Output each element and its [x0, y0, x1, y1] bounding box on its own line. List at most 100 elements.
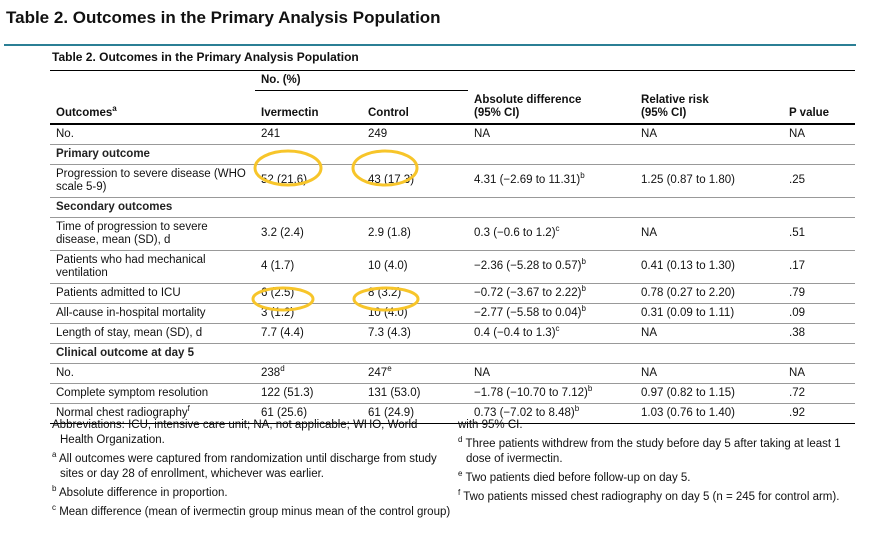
- cell-text: 4.31 (−2.69 to 11.31): [474, 174, 581, 186]
- cell-text: 61 (25.6): [261, 406, 308, 419]
- cell-text: 241: [261, 127, 281, 140]
- footnote: b Absolute difference in proportion.: [52, 484, 452, 501]
- footnote-text: Abbreviations: ICU, intensive care unit;…: [52, 419, 418, 446]
- footnote-text: All outcomes were captured from randomiz…: [59, 453, 437, 480]
- cell-text: 1.03 (0.76 to 1.40): [641, 406, 735, 419]
- header-row: Outcomesa Ivermectin Control Absolute diffe…: [50, 91, 856, 124]
- cell: NA: [635, 363, 783, 383]
- footnote: Abbreviations: ICU, intensive care unit;…: [52, 418, 452, 448]
- cell-text: 122 (51.3): [261, 386, 314, 399]
- cell-text: 4 (1.7): [261, 260, 295, 272]
- cell-text: 0.41 (0.13 to 1.30): [641, 260, 735, 272]
- footnote-marker: e: [458, 469, 463, 479]
- table-row: Patients admitted to ICU 6 (2.5) 8 (3.2) −0…: [50, 283, 856, 303]
- cell-text: 10 (4.0): [368, 306, 408, 319]
- cell: 131 (53.0): [362, 383, 468, 403]
- table-row: Normal chest radiographyf 61 (25.6) 61 (24…: [50, 403, 856, 423]
- cell: .51: [783, 217, 855, 250]
- section-row: Clinical outcome at day 5: [50, 343, 856, 363]
- footnote-text: Two patients missed chest radiography on…: [463, 491, 840, 503]
- cell-text: 0.78 (0.27 to 2.20): [641, 286, 735, 299]
- footnote: e Two patients died before follow-up on …: [458, 469, 858, 486]
- cell: 238d: [255, 363, 362, 383]
- cell: 8 (3.2): [362, 283, 468, 303]
- cell: −1.78 (−10.70 to 7.12)b: [468, 383, 635, 403]
- footnote-marker: a: [112, 103, 117, 113]
- cell-text: Control: [368, 106, 409, 119]
- cell: No.: [50, 363, 255, 383]
- cell-text: NA: [641, 326, 657, 339]
- table-row: No. 241 249 NA NA NA: [50, 124, 856, 145]
- cell: 122 (51.3): [255, 383, 362, 403]
- footnote-marker: c: [555, 224, 560, 234]
- table-row: Patients who had mechanical ventilation 4…: [50, 250, 856, 283]
- cell: 249: [362, 124, 468, 145]
- cell-text: 7.7 (4.4): [261, 326, 304, 339]
- cell-text: −2.36 (−5.28 to 0.57): [474, 260, 582, 272]
- cell: .09: [783, 303, 855, 323]
- footnote-marker: b: [581, 257, 586, 267]
- cell: −2.77 (−5.58 to 0.04)b: [468, 303, 635, 323]
- header-cell: [468, 71, 855, 91]
- table: No. (%) Outcomesa Ivermectin Control Absolut…: [50, 70, 856, 424]
- cell: NA: [468, 363, 635, 383]
- cell: 247e: [362, 363, 468, 383]
- cell-text: Length of stay, mean (SD), d: [56, 326, 203, 339]
- cell-text: No.: [56, 366, 74, 379]
- cell-text: Ivermectin: [261, 106, 319, 119]
- cell-text: .51: [789, 227, 806, 239]
- footnotes-left: Abbreviations: ICU, intensive care unit;…: [52, 418, 452, 524]
- cell: 0.73 (−7.02 to 8.48)b: [468, 403, 635, 423]
- table-row: No. 238d 247e NA NA NA: [50, 363, 856, 383]
- footnote-marker: e: [387, 363, 392, 373]
- cell: Length of stay, mean (SD), d: [50, 323, 255, 343]
- cell-text: 0.97 (0.82 to 1.15): [641, 386, 735, 399]
- cell-text: Absolute difference (95% CI): [474, 93, 582, 119]
- column-header: Ivermectin: [255, 91, 362, 124]
- cell: 0.3 (−0.6 to 1.2)c: [468, 217, 635, 250]
- footnote: a All outcomes were captured from random…: [52, 451, 452, 482]
- cell-text: 6 (2.5): [261, 286, 295, 299]
- footnote: d Three patients withdrew from the study…: [458, 436, 858, 467]
- footnote-text: Absolute difference in proportion.: [59, 487, 228, 499]
- footnote-marker: b: [581, 283, 586, 293]
- cell-text: NA: [789, 127, 805, 140]
- cell-text: Normal chest radiography: [56, 406, 188, 419]
- cell: Progression to severe disease (WHO scale…: [50, 164, 255, 197]
- cell: .92: [783, 403, 855, 423]
- cell-text: Progression to severe disease (WHO scale…: [56, 167, 246, 193]
- cell-text: Patients who had mechanical ventilation: [56, 253, 206, 279]
- cell-text: .09: [789, 306, 806, 319]
- table-row: Progression to severe disease (WHO scale…: [50, 164, 856, 197]
- cell-text: .25: [789, 174, 806, 186]
- cell: −2.36 (−5.28 to 0.57)b: [468, 250, 635, 283]
- section-label: Primary outcome: [56, 147, 150, 160]
- cell: .38: [783, 323, 855, 343]
- cell-text: −1.78 (−10.70 to 7.12): [474, 386, 588, 399]
- footnote: f Two patients missed chest radiography …: [458, 488, 858, 505]
- footnote-marker: d: [280, 363, 285, 373]
- footnote-marker: f: [458, 488, 461, 498]
- cell: 52 (21.6): [255, 164, 362, 197]
- table-title: Table 2. Outcomes in the Primary Analysi…: [52, 50, 359, 64]
- cell-text: .79: [789, 286, 806, 299]
- cell: 2.9 (1.8): [362, 217, 468, 250]
- cell: Time of progression to severe disease, m…: [50, 217, 255, 250]
- cell-text: 3 (1.2): [261, 306, 295, 319]
- footnote-marker: c: [52, 503, 56, 513]
- cell: NA: [783, 124, 855, 145]
- cell: 3 (1.2): [255, 303, 362, 323]
- footnote: c Mean difference (mean of ivermectin gr…: [52, 503, 452, 520]
- cell: Complete symptom resolution: [50, 383, 255, 403]
- cell-text: NA: [641, 227, 657, 239]
- cell-text: NA: [474, 366, 490, 379]
- footnote-marker: b: [52, 484, 57, 494]
- cell: 6 (2.5): [255, 283, 362, 303]
- cell-text: 0.31 (0.09 to 1.11): [641, 306, 735, 319]
- cell: Normal chest radiographyf: [50, 403, 255, 423]
- cell: NA: [635, 323, 783, 343]
- column-header: P value: [783, 91, 855, 124]
- footnote-marker: b: [580, 171, 585, 181]
- column-header: Control: [362, 91, 468, 124]
